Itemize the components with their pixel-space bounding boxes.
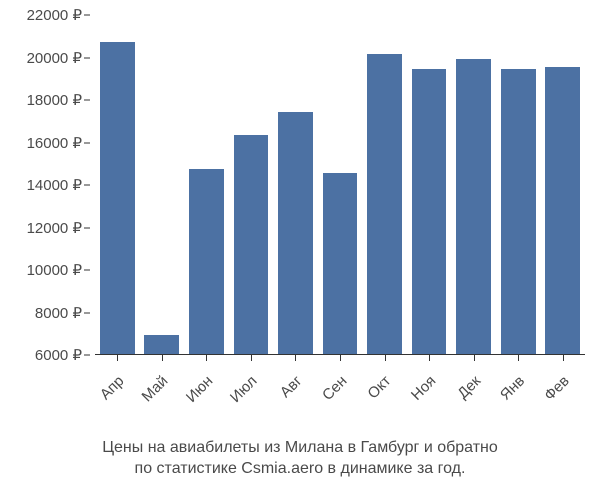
y-tick-label: 20000 ₽ <box>27 49 82 67</box>
x-tick-label: Апр <box>97 372 128 403</box>
caption-line-1: Цены на авиабилеты из Милана в Гамбург и… <box>102 439 498 456</box>
y-tick-mark <box>84 15 90 16</box>
x-tick-mark <box>162 355 163 361</box>
x-tick-label: Фев <box>541 372 573 404</box>
y-tick-mark <box>84 312 90 313</box>
x-tick-mark <box>474 355 475 361</box>
y-tick-label: 18000 ₽ <box>27 91 82 109</box>
bar <box>278 112 313 354</box>
y-tick-mark <box>84 355 90 356</box>
x-tick-label: Сен <box>319 372 350 403</box>
x-tick-label: Дек <box>454 372 484 402</box>
bar <box>545 67 580 354</box>
x-tick-label: Июн <box>183 372 216 405</box>
x-axis: Апр Май Июн Июл Авг Сен Окт Ноя Дек Янв Фев <box>95 360 585 430</box>
bar <box>367 54 402 354</box>
x-tick-label: Янв <box>497 372 528 403</box>
chart-caption: Цены на авиабилеты из Милана в Гамбург и… <box>0 437 600 480</box>
x-tick-mark <box>117 355 118 361</box>
x-tick-label: Ноя <box>408 372 439 403</box>
y-tick-label: 10000 ₽ <box>27 261 82 279</box>
x-tick-mark <box>251 355 252 361</box>
bar <box>189 169 224 354</box>
x-tick-mark <box>429 355 430 361</box>
y-tick-mark <box>84 57 90 58</box>
y-tick-mark <box>84 142 90 143</box>
bar <box>501 69 536 354</box>
y-tick-mark <box>84 227 90 228</box>
y-tick-label: 6000 ₽ <box>35 346 82 364</box>
y-tick-label: 16000 ₽ <box>27 134 82 152</box>
y-tick-mark <box>84 270 90 271</box>
x-tick-label: Июл <box>227 372 261 406</box>
bar <box>100 42 135 354</box>
bar <box>144 335 179 354</box>
x-tick-mark <box>563 355 564 361</box>
bar <box>412 69 447 354</box>
y-tick-mark <box>84 100 90 101</box>
caption-line-2: по статистике Csmia.aero в динамике за г… <box>135 460 466 477</box>
x-tick-mark <box>340 355 341 361</box>
y-tick-label: 22000 ₽ <box>27 6 82 24</box>
y-tick-label: 14000 ₽ <box>27 176 82 194</box>
y-tick-label: 12000 ₽ <box>27 219 82 237</box>
bar <box>456 59 491 354</box>
x-tick-mark <box>385 355 386 361</box>
bar <box>234 135 269 354</box>
x-tick-label: Май <box>139 372 172 405</box>
x-tick-mark <box>518 355 519 361</box>
y-tick-mark <box>84 185 90 186</box>
x-tick-label: Авг <box>277 372 306 401</box>
y-tick-label: 8000 ₽ <box>35 304 82 322</box>
y-axis: 6000 ₽8000 ₽10000 ₽12000 ₽14000 ₽16000 ₽… <box>0 15 90 355</box>
bar <box>323 173 358 354</box>
x-tick-label: Окт <box>365 372 395 402</box>
x-tick-mark <box>206 355 207 361</box>
x-tick-mark <box>295 355 296 361</box>
plot-area <box>95 15 585 355</box>
